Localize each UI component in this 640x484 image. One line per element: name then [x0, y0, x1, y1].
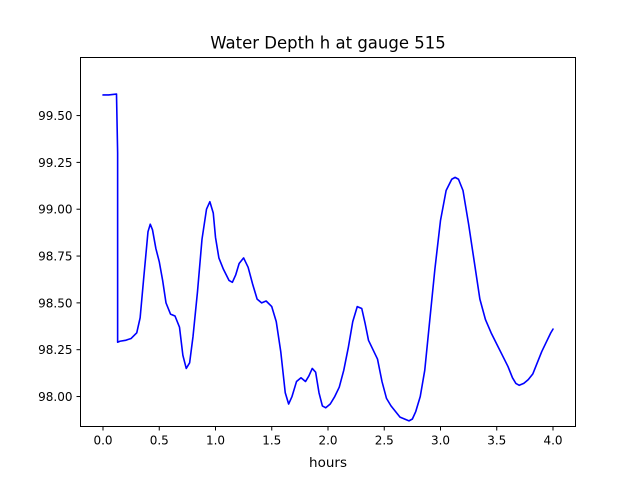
- x-axis-label: hours: [309, 455, 347, 471]
- y-tick-label: 98.00: [38, 390, 72, 404]
- x-tick-label: 0.5: [150, 434, 169, 448]
- x-tick-label: 3.5: [487, 434, 506, 448]
- y-tick-label: 98.25: [38, 343, 72, 357]
- y-tick-label: 99.25: [38, 156, 72, 170]
- x-tick-label: 4.0: [543, 434, 562, 448]
- y-tick-label: 98.75: [38, 250, 72, 264]
- plot-area: [102, 93, 554, 422]
- chart-title: Water Depth h at gauge 515: [210, 34, 445, 53]
- x-tick-label: 1.0: [206, 434, 225, 448]
- y-tick-label: 99.50: [38, 109, 72, 123]
- x-axis: 0.0 0.5 1.0 1.5 2.0 2.5 3.0 3.5 4.0: [93, 426, 563, 448]
- x-tick-label: 2.0: [318, 434, 337, 448]
- x-tick-label: 1.5: [262, 434, 281, 448]
- y-tick-label: 98.50: [38, 296, 72, 310]
- x-tick-label: 3.0: [431, 434, 450, 448]
- series-line: [102, 93, 554, 422]
- y-tick-label: 99.00: [38, 203, 72, 217]
- y-axis: 98.00 98.25 98.50 98.75 99.00 99.25 99.50: [38, 109, 81, 404]
- x-tick-label: 0.0: [93, 434, 112, 448]
- x-tick-label: 2.5: [375, 434, 394, 448]
